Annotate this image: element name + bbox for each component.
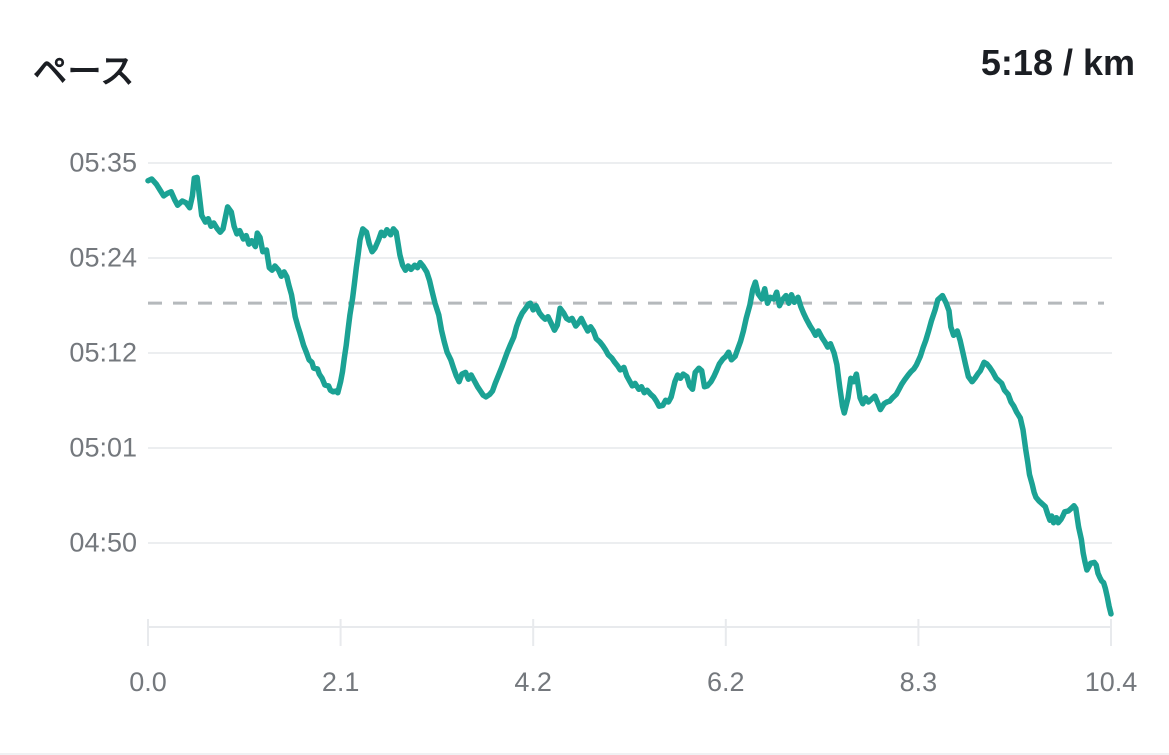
pace-line [145,174,1114,617]
y-axis-label: 05:01 [69,432,137,463]
x-axis-label: 6.2 [707,667,745,697]
y-axis-label: 05:24 [69,242,137,273]
x-axis-label: 8.3 [899,667,938,697]
x-axis-label: 2.1 [321,667,360,697]
x-axis-label: 4.2 [514,667,552,697]
chart-header: ペース 5:18 / km [0,0,1169,110]
y-axis-label: 04:50 [69,527,137,558]
y-axis-label: 05:35 [69,147,137,178]
y-axis-label: 05:12 [69,337,137,368]
average-pace-value: 5:18 / km [980,42,1135,83]
x-axis-label: 10.4 [1084,667,1138,697]
chart-title: ペース [33,53,135,91]
x-axis-label: 0.0 [129,667,167,697]
